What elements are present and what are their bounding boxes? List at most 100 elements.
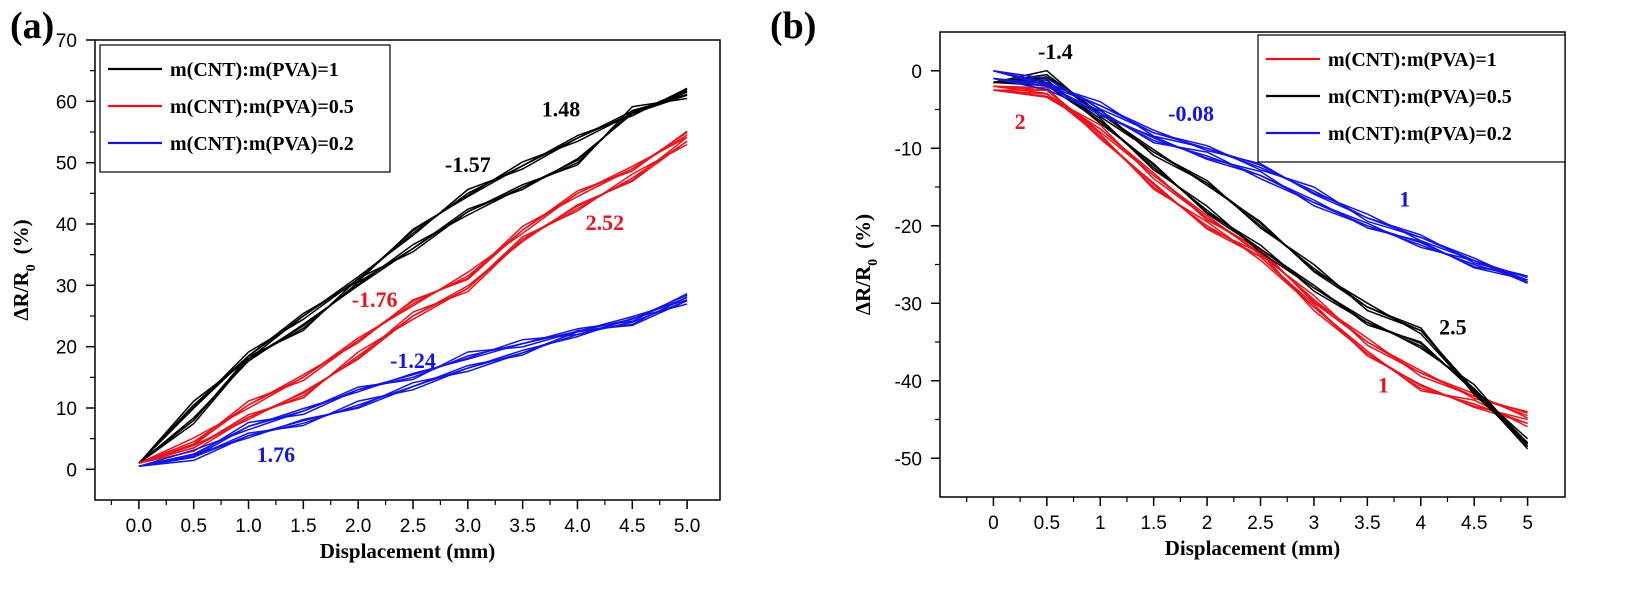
series-2 [993, 69, 1529, 450]
x-tick-label: 0 [988, 513, 999, 534]
x-tick-label: 4.5 [619, 516, 645, 537]
series-1-loading-cycle-2 [993, 89, 1528, 414]
legend: m(CNT):m(PVA)=1 m(CNT):m(PVA)=0.5 m(CNT):m… [99, 44, 391, 173]
y-tick-label: 60 [56, 92, 77, 113]
series-2-unloading-cycle-4 [993, 79, 1529, 444]
x-tick-label: 1.5 [290, 516, 316, 537]
series-3-loading-cycle-4 [138, 293, 688, 468]
legend-label: m(CNT):m(PVA)=1 [1328, 49, 1497, 71]
x-tick-label: 4.5 [1461, 513, 1487, 534]
series-1-unloading-cycle-3 [993, 85, 1528, 428]
series-group [138, 87, 688, 468]
series-3-unloading-cycle-4 [993, 77, 1528, 281]
series-1-unloading-cycle-4 [993, 85, 1528, 425]
slope-annotation: -1.24 [390, 348, 436, 373]
legend: m(CNT):m(PVA)=1 m(CNT):m(PVA)=0.5 m(CNT):m… [1257, 34, 1566, 163]
x-tick-label: 2.5 [400, 516, 426, 537]
y-tick-label: -20 [895, 217, 922, 238]
series-1 [138, 87, 688, 464]
x-axis-title: Displacement (mm) [1165, 536, 1341, 560]
legend-label: m(CNT):m(PVA)=1 [170, 59, 339, 81]
series-1-loading-cycle-2 [138, 88, 688, 464]
legend-label: m(CNT):m(PVA)=0.2 [1328, 123, 1512, 145]
series-3-loading-cycle-4 [993, 70, 1528, 277]
series-3-loading-cycle-2 [993, 70, 1528, 279]
legend-box [99, 44, 391, 173]
plot-frame [94, 39, 721, 501]
x-tick-label: 3 [1309, 513, 1320, 534]
y-tick-label: 50 [56, 154, 77, 175]
series-3-loading-cycle-1 [993, 70, 1528, 281]
slope-annotation: -1.57 [445, 152, 491, 177]
panel-label: (b) [770, 5, 816, 47]
y-tick-label: 30 [56, 276, 77, 297]
y-tick-label: 0 [911, 62, 922, 83]
legend-box [1257, 34, 1566, 163]
series-2-loading-cycle-2 [138, 131, 688, 464]
x-tick-label: 4 [1415, 513, 1426, 534]
series-2-unloading-cycle-3 [993, 81, 1529, 447]
x-tick-label: 3.5 [509, 516, 535, 537]
panel-label: (a) [10, 5, 54, 47]
series-1-unloading-cycle-4 [138, 94, 688, 464]
x-tick-label: 2 [1202, 513, 1213, 534]
y-tick-label: 0 [66, 460, 77, 481]
x-tick-label: 3.5 [1354, 513, 1380, 534]
series-1-unloading-cycle-3 [138, 97, 688, 464]
x-tick-label: 0.5 [180, 516, 206, 537]
series-group [993, 69, 1529, 450]
x-tick-label: 3.0 [455, 516, 481, 537]
slope-annotation: 1.76 [257, 442, 296, 467]
x-tick-label: 1.0 [235, 516, 261, 537]
series-1-loading-cycle-4 [138, 87, 688, 464]
y-axis-title-unit: (%) [9, 219, 33, 254]
x-axis-title: Displacement (mm) [320, 539, 496, 563]
series-2-unloading-cycle-4 [138, 140, 688, 464]
slope-annotation: 2.5 [1439, 314, 1467, 339]
x-tick-label: 5.0 [674, 516, 700, 537]
y-axis-title-subscript: 0 [24, 264, 39, 271]
chart-panel-b: 0 0.5 1 1.5 2 2.5 3 3.5 4 4.5 5 0 -10 -20 -30 -40 -50 Dis… [851, 31, 1566, 560]
slope-annotation: 1.48 [542, 97, 581, 122]
slope-annotation: 2 [1015, 109, 1026, 134]
y-tick-label: -10 [895, 139, 922, 160]
y-tick-label: -40 [895, 372, 922, 393]
legend-label: m(CNT):m(PVA)=0.5 [1328, 86, 1512, 108]
y-axis-title-main: ΔR/R [9, 271, 33, 321]
y-axis-title-subscript: 0 [866, 259, 881, 266]
series-3-unloading-cycle-3 [993, 77, 1528, 284]
series-3-unloading-cycle-3 [138, 303, 688, 468]
y-axis-title: ΔR/R0 (%) [9, 219, 39, 320]
series-2 [138, 130, 688, 464]
series-3-loading-cycle-1 [138, 296, 688, 468]
slope-annotation: -0.08 [1168, 101, 1214, 126]
y-tick-label: -30 [895, 294, 922, 315]
slope-annotation: -1.76 [352, 287, 398, 312]
legend-label: m(CNT):m(PVA)=0.2 [170, 133, 354, 155]
y-axis-title-main: ΔR/R [851, 265, 875, 315]
series-2-unloading-cycle-3 [138, 143, 688, 464]
series-3-unloading-cycle-4 [138, 300, 688, 468]
x-tick-label: 0.0 [126, 516, 152, 537]
x-tick-label: 5 [1522, 513, 1533, 534]
x-tick-label: 2.0 [345, 516, 371, 537]
y-tick-label: 10 [56, 399, 77, 420]
series-3 [138, 293, 688, 468]
series-3 [993, 70, 1528, 284]
y-tick-label: 20 [56, 338, 77, 359]
y-axis-title-unit: (%) [851, 214, 875, 249]
y-tick-label: 40 [56, 215, 77, 236]
x-tick-label: 1 [1095, 513, 1106, 534]
slope-annotation: -1.4 [1038, 39, 1073, 64]
series-2-loading-cycle-4 [138, 130, 688, 464]
series-2-unloading-cycle-1 [138, 140, 688, 464]
y-axis-title: ΔR/R0 (%) [851, 214, 881, 315]
y-tick-label: -50 [895, 449, 922, 470]
legend-label: m(CNT):m(PVA)=0.5 [170, 96, 354, 118]
x-tick-label: 2.5 [1247, 513, 1273, 534]
x-tick-label: 4.0 [564, 516, 590, 537]
x-tick-label: 0.5 [1034, 513, 1060, 534]
slope-annotation: 1 [1378, 372, 1389, 397]
x-tick-label: 1.5 [1140, 513, 1166, 534]
